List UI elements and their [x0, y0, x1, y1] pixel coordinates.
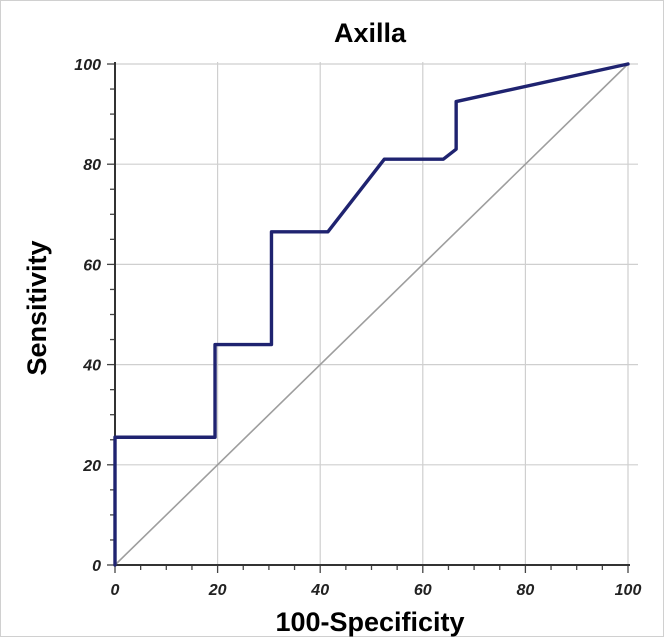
x-tick-label: 20	[208, 582, 227, 599]
y-tick-label: 60	[83, 257, 101, 274]
y-tick-label: 20	[82, 458, 101, 475]
x-tick-label: 0	[111, 582, 120, 599]
x-tick-label: 40	[310, 582, 329, 599]
y-tick-label: 100	[74, 57, 101, 74]
y-tick-label: 80	[83, 157, 101, 174]
grid	[115, 62, 638, 565]
y-tick-label: 0	[92, 558, 101, 575]
chart-title: Axilla	[334, 18, 407, 48]
tick-labels: 0 20 40 60 80 100 0 20 40 60 80 100	[74, 57, 641, 599]
x-axis-label: 100-Specificity	[275, 607, 464, 637]
roc-curve-line	[113, 62, 630, 567]
x-tick-label: 60	[414, 582, 432, 599]
y-tick-label: 40	[82, 358, 101, 375]
x-tick-label: 100	[615, 582, 642, 599]
reference-diagonal-line	[114, 63, 629, 566]
y-axis-label: Sensitivity	[22, 240, 52, 375]
x-tick-label: 80	[517, 582, 535, 599]
series	[113, 62, 630, 567]
